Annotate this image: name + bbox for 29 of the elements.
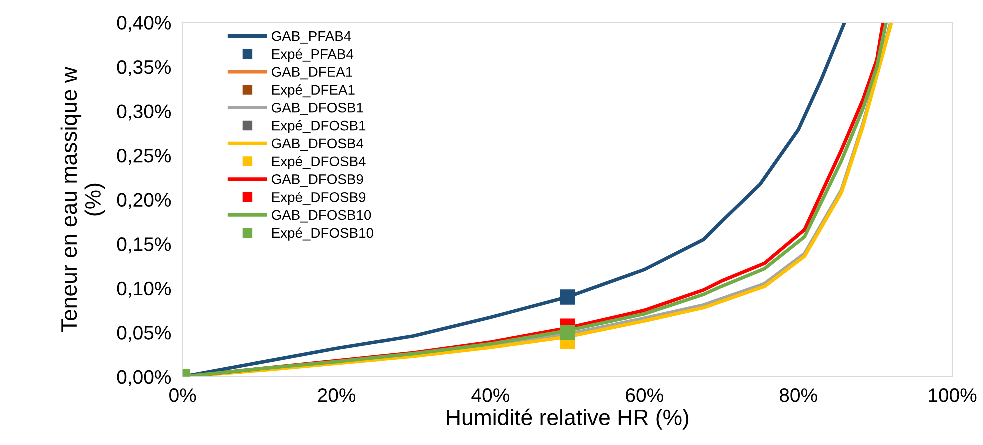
legend-label: Expé_DFEA1 — [272, 84, 355, 98]
y-tick-label: 0,10% — [117, 282, 172, 298]
y-tick-label: 0,15% — [117, 238, 172, 254]
y-axis-title: Teneur en eau massique w (%) — [60, 66, 106, 332]
legend-label: GAB_DFOSB1 — [272, 102, 364, 116]
legend-label: Expé_DFOSB4 — [272, 156, 366, 170]
y-tick-label: 0,30% — [117, 104, 172, 121]
legend-label: GAB_DFOSB9 — [272, 174, 364, 187]
y-tick-label: 0,35% — [117, 60, 172, 77]
legend-label: GAB_PFAB4 — [272, 31, 352, 44]
y-tick-label: 0,00% — [117, 370, 172, 386]
x-tick-label: 80% — [780, 388, 818, 402]
legend-label: Expé_PFAB4 — [272, 48, 354, 62]
x-tick-label: 0% — [170, 388, 196, 402]
x-tick-label: 60% — [626, 388, 664, 402]
x-tick-label: 40% — [472, 388, 510, 402]
legend-label: Expé_DFOSB9 — [272, 192, 366, 206]
legend-label: Expé_DFOSB10 — [272, 228, 374, 241]
x-tick-label: 20% — [318, 388, 356, 402]
x-tick-label: 100% — [929, 388, 977, 402]
legend-label: GAB_DFOSB4 — [272, 138, 364, 152]
legend-label: Expé_DFOSB1 — [272, 120, 366, 134]
x-axis-title: Humidité relative HR (%) — [447, 408, 689, 430]
legend-label: GAB_DFOSB10 — [272, 210, 372, 223]
y-tick-label: 0,25% — [117, 148, 172, 166]
legend-label: GAB_DFEA1 — [272, 67, 352, 80]
y-tick-label: 0,05% — [117, 326, 172, 342]
y-tick-label: 0,40% — [117, 16, 172, 32]
y-tick-label: 0,20% — [117, 193, 172, 210]
